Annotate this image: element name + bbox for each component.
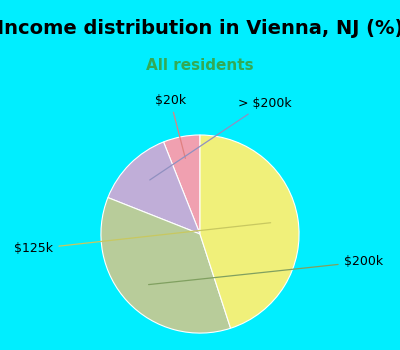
Text: $125k: $125k xyxy=(14,223,271,256)
Wedge shape xyxy=(101,197,231,333)
Wedge shape xyxy=(164,135,200,234)
Text: $20k: $20k xyxy=(155,94,186,158)
Text: $200k: $200k xyxy=(149,255,383,285)
Wedge shape xyxy=(200,135,299,328)
Text: All residents: All residents xyxy=(146,58,254,73)
Text: Income distribution in Vienna, NJ (%): Income distribution in Vienna, NJ (%) xyxy=(0,19,400,38)
Text: > $200k: > $200k xyxy=(150,97,291,180)
Wedge shape xyxy=(108,142,200,234)
